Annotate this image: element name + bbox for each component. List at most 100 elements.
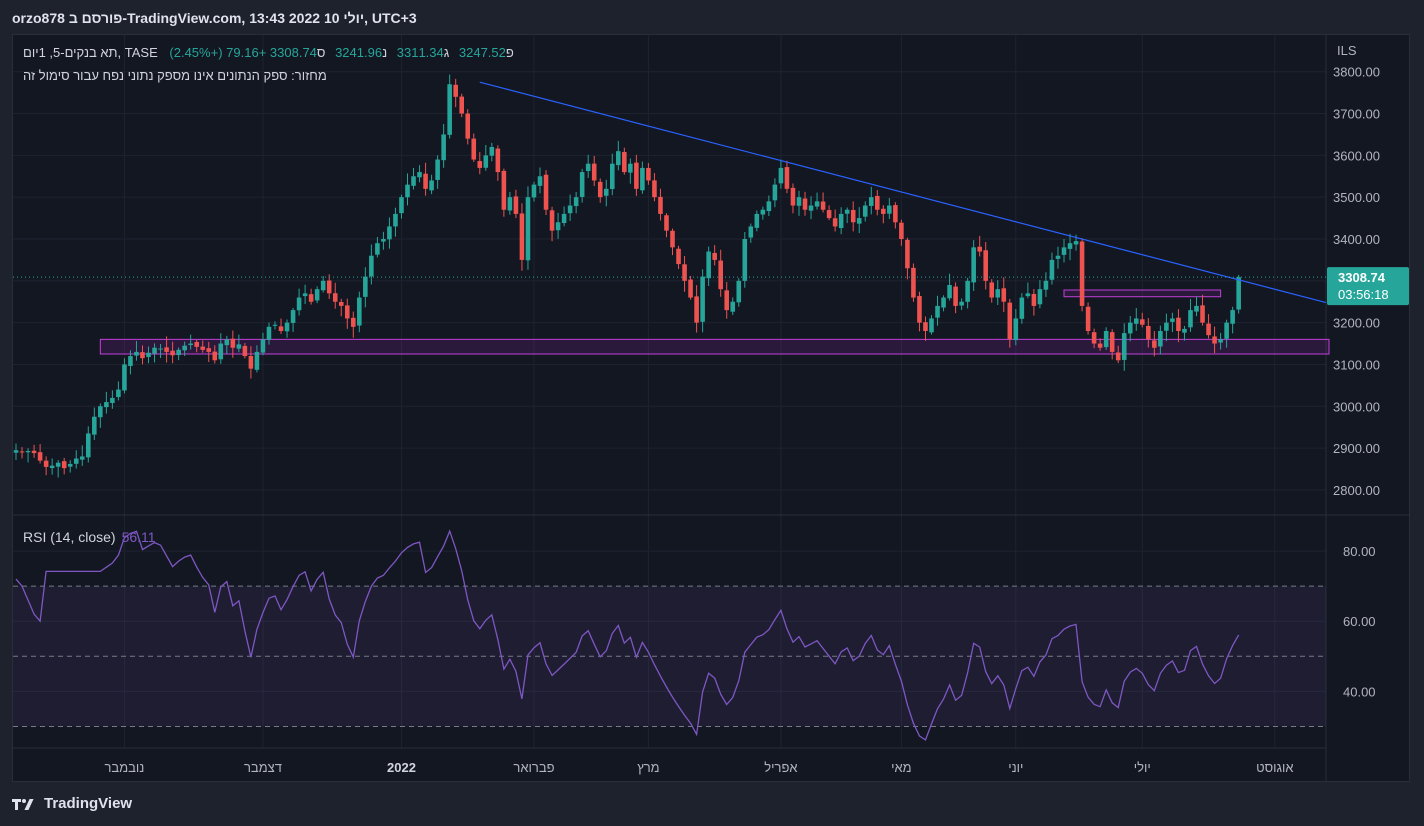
support-zone-2[interactable] <box>1063 289 1222 298</box>
candle[interactable] <box>1013 309 1019 346</box>
candle[interactable] <box>1146 318 1151 348</box>
candle[interactable] <box>706 246 711 286</box>
candle[interactable] <box>218 333 224 364</box>
candle[interactable] <box>513 189 519 219</box>
candle[interactable] <box>935 295 940 326</box>
candle[interactable] <box>1170 312 1175 333</box>
candle[interactable] <box>1001 277 1007 313</box>
candle[interactable] <box>399 194 404 219</box>
candle[interactable] <box>573 192 579 214</box>
candle[interactable] <box>423 162 428 196</box>
candle[interactable] <box>314 286 320 304</box>
candle[interactable] <box>49 458 55 475</box>
candle[interactable] <box>676 245 681 269</box>
candle[interactable] <box>55 460 61 478</box>
candle[interactable] <box>296 288 302 316</box>
candle[interactable] <box>465 109 471 145</box>
candle[interactable] <box>658 188 663 221</box>
candle[interactable] <box>640 161 645 194</box>
candle[interactable] <box>977 235 982 257</box>
candle[interactable] <box>411 167 416 190</box>
rsi-legend[interactable]: RSI (14, close) 56.11 <box>23 529 156 545</box>
candle[interactable] <box>459 93 464 118</box>
candle[interactable] <box>585 154 591 178</box>
candle[interactable] <box>1055 246 1061 269</box>
candle[interactable] <box>116 381 121 401</box>
candle[interactable] <box>820 192 826 213</box>
candle[interactable] <box>338 298 344 317</box>
candle[interactable] <box>856 207 862 234</box>
support-zone-1[interactable] <box>99 338 1330 355</box>
candle[interactable] <box>495 145 501 181</box>
candle[interactable] <box>754 210 760 232</box>
candle[interactable] <box>682 256 687 292</box>
candle[interactable] <box>597 178 603 203</box>
candle[interactable] <box>646 163 651 185</box>
currency-label[interactable]: ILS <box>1337 43 1357 58</box>
candle[interactable] <box>1121 323 1127 371</box>
candle[interactable] <box>748 223 754 243</box>
candle[interactable] <box>471 133 477 162</box>
candle[interactable] <box>302 284 308 305</box>
candle[interactable] <box>844 207 850 224</box>
candle[interactable] <box>1109 329 1115 360</box>
candle[interactable] <box>875 190 880 216</box>
candle[interactable] <box>893 202 898 229</box>
candle[interactable] <box>176 347 181 361</box>
candle[interactable] <box>417 165 422 183</box>
chart-canvas[interactable]: 3800.003700.003600.003500.003400.003300.… <box>13 35 1409 781</box>
candle[interactable] <box>1182 325 1187 341</box>
candle[interactable] <box>1236 275 1241 314</box>
candle[interactable] <box>242 343 248 359</box>
candle[interactable] <box>1097 338 1103 351</box>
candle[interactable] <box>525 186 531 270</box>
candle[interactable] <box>363 267 368 308</box>
candle[interactable] <box>688 275 693 300</box>
candle[interactable] <box>868 186 874 215</box>
candle[interactable] <box>140 345 145 365</box>
candle[interactable] <box>441 124 446 168</box>
candle[interactable] <box>887 198 892 219</box>
candle[interactable] <box>1079 238 1085 312</box>
candle[interactable] <box>778 159 784 189</box>
candle[interactable] <box>549 206 555 242</box>
candle[interactable] <box>79 445 85 466</box>
candle[interactable] <box>760 206 766 220</box>
candle[interactable] <box>905 237 910 280</box>
candle[interactable] <box>351 311 356 338</box>
candle[interactable] <box>31 444 37 458</box>
candle[interactable] <box>881 205 886 224</box>
candle[interactable] <box>772 178 778 208</box>
candle[interactable] <box>128 350 133 375</box>
candle[interactable] <box>561 206 567 227</box>
candle[interactable] <box>230 330 236 358</box>
candle[interactable] <box>1158 325 1163 355</box>
candle[interactable] <box>158 343 163 359</box>
candle[interactable] <box>941 295 946 312</box>
candle[interactable] <box>1218 332 1223 350</box>
candle[interactable] <box>694 285 699 333</box>
candle[interactable] <box>182 341 187 357</box>
candle[interactable] <box>25 448 31 463</box>
candle[interactable] <box>429 174 434 195</box>
rsi-line[interactable] <box>15 529 1240 741</box>
candle[interactable] <box>790 183 796 214</box>
candle[interactable] <box>194 339 199 353</box>
candle[interactable] <box>13 443 19 460</box>
candle[interactable] <box>272 321 278 330</box>
candle[interactable] <box>73 450 79 469</box>
candle[interactable] <box>200 340 206 353</box>
candle[interactable] <box>284 319 290 338</box>
candle[interactable] <box>959 298 964 310</box>
candle[interactable] <box>1224 319 1229 348</box>
candle[interactable] <box>1188 298 1193 332</box>
candle[interactable] <box>134 341 139 361</box>
candle[interactable] <box>989 279 995 303</box>
candle[interactable] <box>947 273 952 301</box>
candle[interactable] <box>387 217 392 249</box>
candle[interactable] <box>1007 298 1013 348</box>
candle[interactable] <box>543 170 549 216</box>
candle[interactable] <box>537 167 543 194</box>
candle[interactable] <box>1200 294 1205 326</box>
candle[interactable] <box>1194 296 1199 317</box>
